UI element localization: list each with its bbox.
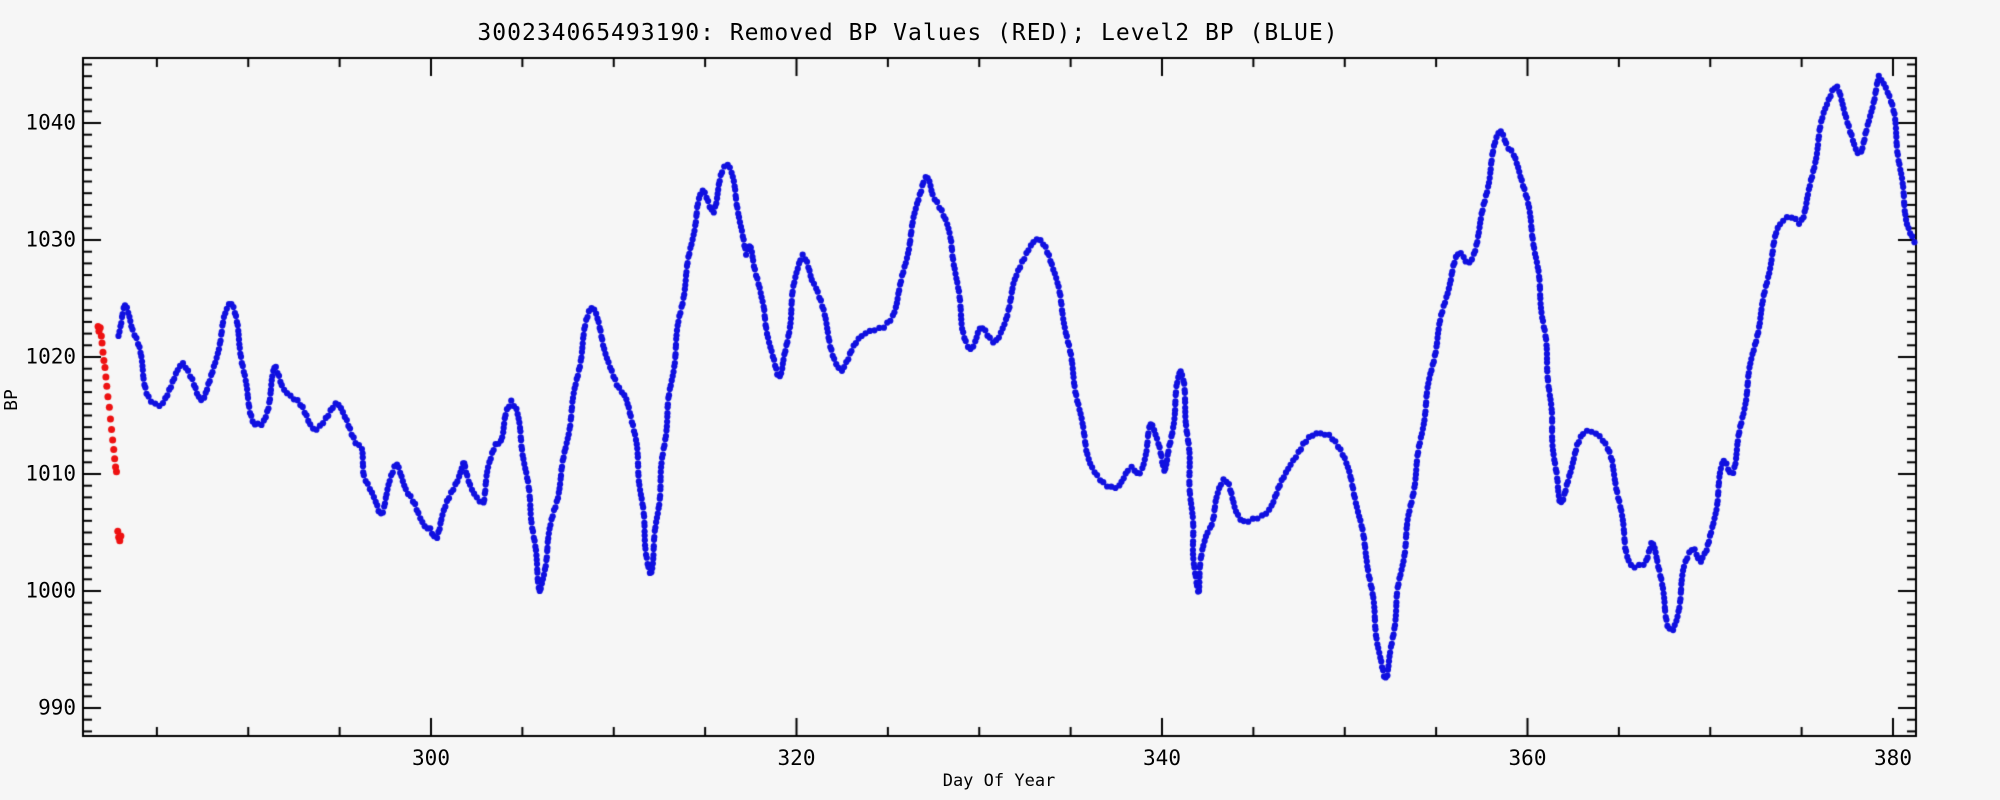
x-tick-label: 340 xyxy=(1143,746,1181,770)
y-tick-label: 1000 xyxy=(25,578,76,603)
x-tick-label: 380 xyxy=(1874,746,1912,770)
y-tick-label: 1040 xyxy=(25,110,76,135)
x-tick-label: 320 xyxy=(777,746,816,770)
x-axis-title: Day Of Year xyxy=(942,771,1056,791)
x-tick-label: 360 xyxy=(1508,746,1547,770)
y-tick-label: 1010 xyxy=(25,461,76,486)
y-axis-title: BP xyxy=(1,389,22,411)
x-tick-label: 300 xyxy=(412,746,450,770)
chart-title: 300234065493190: Removed BP Values (RED)… xyxy=(477,20,1339,46)
y-tick-label: 1030 xyxy=(25,227,76,252)
y-tick-label: 1020 xyxy=(25,344,76,369)
y-tick-label: 990 xyxy=(38,695,76,720)
